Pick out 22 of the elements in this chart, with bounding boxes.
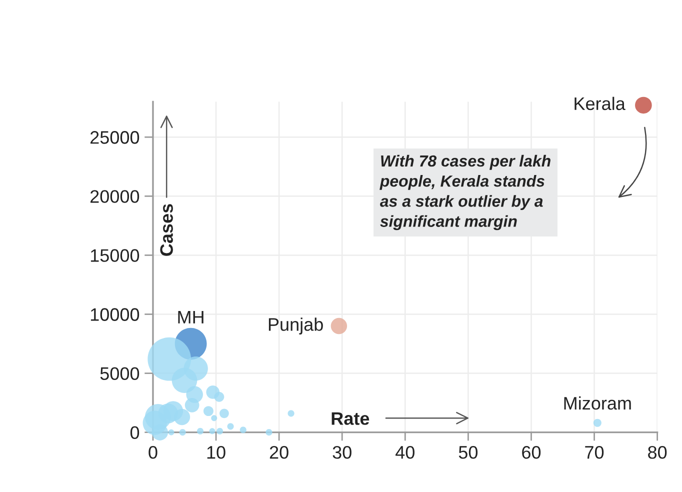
y-tick-label: 15000 [90, 249, 140, 262]
x-tick-label: 80 [648, 446, 667, 459]
x-axis-title: Rate [332, 412, 370, 425]
x-tick-label: 10 [207, 446, 226, 459]
annotation: Punjab [268, 318, 323, 334]
y-axis-title: Cases [160, 204, 173, 256]
annotation: MH [178, 311, 204, 324]
y-tick-label: 5000 [100, 367, 140, 380]
x-tick-label: 50 [458, 446, 478, 459]
annotation: With 78 cases per lakh people, Kerala stands as a stark outlier by a significant margin [380, 154, 550, 230]
annotation: Mizoram [564, 396, 631, 410]
y-tick-label: 20000 [90, 190, 140, 203]
x-tick-label: 70 [585, 446, 604, 459]
y-tick-label: 10000 [90, 308, 140, 321]
x-tick-label: 20 [270, 446, 288, 459]
y-tick-label: 0 [130, 426, 140, 440]
y-tick-label: 25000 [90, 131, 140, 144]
x-tick-label: 30 [332, 446, 352, 459]
x-tick-label: 0 [148, 446, 158, 459]
x-tick-label: 40 [396, 446, 414, 459]
annotation: Kerala [574, 96, 626, 110]
x-tick-label: 60 [522, 446, 541, 459]
